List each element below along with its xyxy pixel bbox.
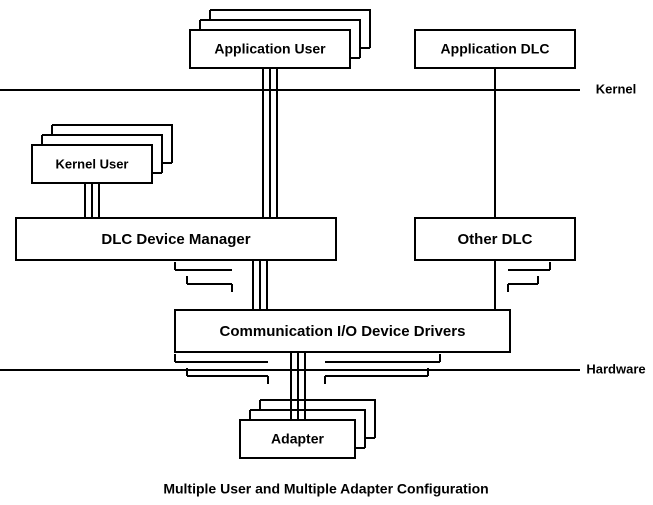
dlc-device-manager: DLC Device Manager xyxy=(16,218,336,260)
kernel-user-label: Kernel User xyxy=(56,156,129,171)
hardware-divider-label: Hardware xyxy=(586,361,645,376)
other-dlc: Other DLC xyxy=(415,218,575,260)
other-dlc-label: Other DLC xyxy=(458,231,533,248)
application-user-label: Application User xyxy=(214,41,326,57)
comm-io-drivers: Communication I/O Device Drivers xyxy=(175,310,510,352)
application-dlc-label: Application DLC xyxy=(441,41,550,57)
caption: Multiple User and Multiple Adapter Confi… xyxy=(163,481,488,497)
kernel-divider-label: Kernel xyxy=(596,81,636,96)
diagram: Kernel Hardware Application User Applicatio… xyxy=(0,0,653,505)
application-dlc: Application DLC xyxy=(415,30,575,68)
comm-io-drivers-label: Communication I/O Device Drivers xyxy=(220,323,466,340)
dlc-device-manager-label: DLC Device Manager xyxy=(101,231,250,248)
adapter-label: Adapter xyxy=(271,431,324,447)
